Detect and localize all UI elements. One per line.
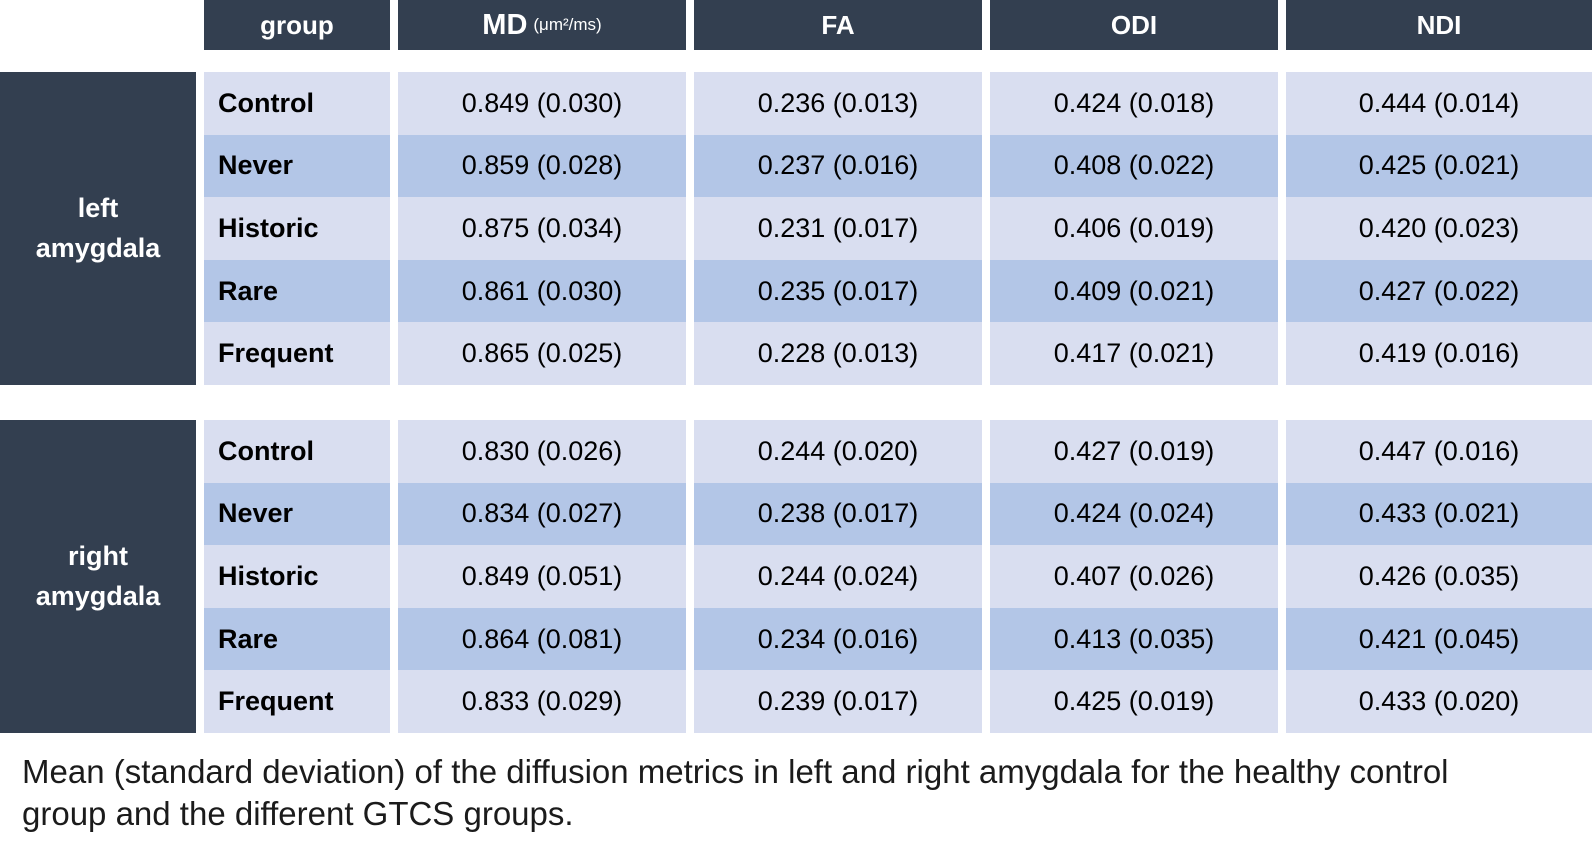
md-cell: 0.859 (0.028) xyxy=(398,134,686,198)
fa-cell: 0.228 (0.013) xyxy=(694,322,982,385)
ndi-cell: 0.426 (0.035) xyxy=(1286,545,1592,608)
odi-cell: 0.408 (0.022) xyxy=(990,134,1278,198)
group-cell: Never xyxy=(204,482,390,546)
fa-cell: 0.231 (0.017) xyxy=(694,197,982,260)
section-label-right-amygdala: right amygdala xyxy=(0,419,196,733)
odi-cell: 0.406 (0.019) xyxy=(990,197,1278,260)
group-cell: Control xyxy=(204,419,390,483)
odi-cell: 0.407 (0.026) xyxy=(990,545,1278,608)
md-cell: 0.864 (0.081) xyxy=(398,607,686,671)
ndi-cell: 0.433 (0.020) xyxy=(1286,670,1592,733)
odi-cell: 0.409 (0.021) xyxy=(990,259,1278,323)
section-label-line2: amygdala xyxy=(35,581,161,612)
fa-cell: 0.234 (0.016) xyxy=(694,607,982,671)
group-cell: Rare xyxy=(204,259,390,323)
odi-cell: 0.424 (0.018) xyxy=(990,72,1278,135)
md-cell: 0.865 (0.025) xyxy=(398,322,686,385)
table-caption: Mean (standard deviation) of the diffusi… xyxy=(22,752,1449,833)
column-header-group: group xyxy=(204,0,390,50)
column-header-md: MD (μm²/ms) xyxy=(398,0,686,50)
md-cell: 0.833 (0.029) xyxy=(398,670,686,733)
table-corner-blank xyxy=(0,0,196,50)
column-header-ndi: NDI xyxy=(1286,0,1592,50)
fa-cell: 0.244 (0.024) xyxy=(694,545,982,608)
group-cell: Rare xyxy=(204,607,390,671)
column-header-odi: ODI xyxy=(990,0,1278,50)
md-header-unit: (μm²/ms) xyxy=(533,15,602,34)
diffusion-metrics-table: group MD (μm²/ms) FA ODI NDI left amygda… xyxy=(0,0,1592,733)
md-cell: 0.849 (0.051) xyxy=(398,545,686,608)
odi-cell: 0.425 (0.019) xyxy=(990,670,1278,733)
column-header-fa: FA xyxy=(694,0,982,50)
md-header-label: MD xyxy=(482,8,528,41)
group-cell: Historic xyxy=(204,545,390,608)
ndi-cell: 0.444 (0.014) xyxy=(1286,72,1592,135)
section-label-left-amygdala: left amygdala xyxy=(0,72,196,385)
fa-cell: 0.244 (0.020) xyxy=(694,419,982,483)
section-label-line1: left xyxy=(77,192,119,223)
ndi-cell: 0.433 (0.021) xyxy=(1286,482,1592,546)
fa-cell: 0.239 (0.017) xyxy=(694,670,982,733)
odi-cell: 0.417 (0.021) xyxy=(990,322,1278,385)
ndi-cell: 0.419 (0.016) xyxy=(1286,322,1592,385)
fa-cell: 0.235 (0.017) xyxy=(694,259,982,323)
ndi-cell: 0.421 (0.045) xyxy=(1286,607,1592,671)
group-cell: Frequent xyxy=(204,322,390,385)
odi-cell: 0.424 (0.024) xyxy=(990,482,1278,546)
md-cell: 0.875 (0.034) xyxy=(398,197,686,260)
fa-cell: 0.237 (0.016) xyxy=(694,134,982,198)
group-cell: Frequent xyxy=(204,670,390,733)
fa-cell: 0.236 (0.013) xyxy=(694,72,982,135)
ndi-cell: 0.427 (0.022) xyxy=(1286,259,1592,323)
section-label-line2: amygdala xyxy=(35,233,161,264)
ndi-cell: 0.425 (0.021) xyxy=(1286,134,1592,198)
md-cell: 0.861 (0.030) xyxy=(398,259,686,323)
md-cell: 0.849 (0.030) xyxy=(398,72,686,135)
section-label-line1: right xyxy=(68,540,128,571)
section-gap xyxy=(0,385,1592,420)
ndi-cell: 0.420 (0.023) xyxy=(1286,197,1592,260)
group-cell: Control xyxy=(204,72,390,135)
group-cell: Historic xyxy=(204,197,390,260)
odi-cell: 0.413 (0.035) xyxy=(990,607,1278,671)
group-cell: Never xyxy=(204,134,390,198)
fa-cell: 0.238 (0.017) xyxy=(694,482,982,546)
odi-cell: 0.427 (0.019) xyxy=(990,419,1278,483)
ndi-cell: 0.447 (0.016) xyxy=(1286,419,1592,483)
md-cell: 0.834 (0.027) xyxy=(398,482,686,546)
md-cell: 0.830 (0.026) xyxy=(398,419,686,483)
header-gap xyxy=(0,50,1592,72)
